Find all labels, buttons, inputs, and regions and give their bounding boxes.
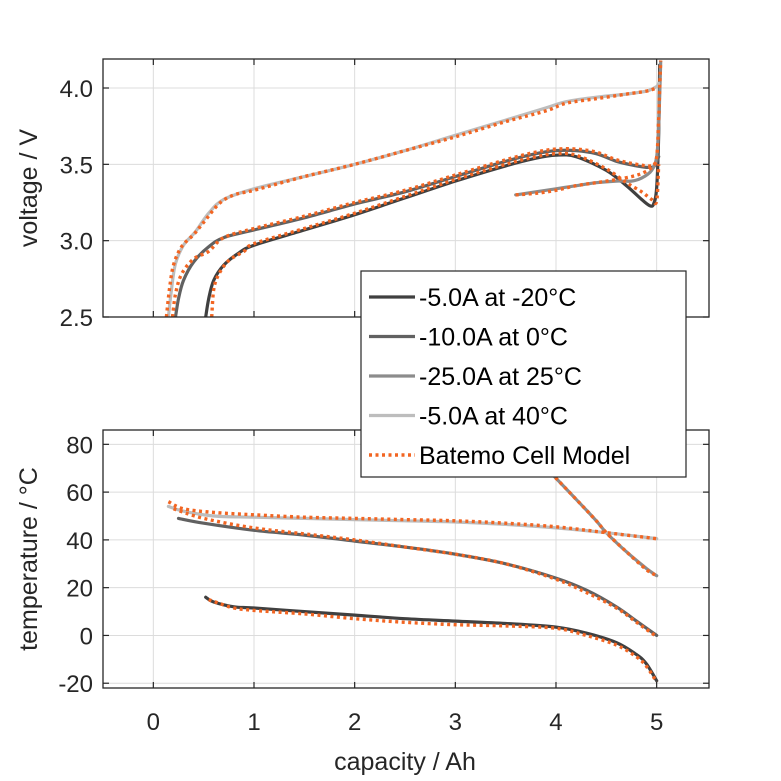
- legend-item-10-0a-at-0degc: -10.0A at 0°C: [369, 324, 568, 352]
- y-tick-label: 80: [66, 432, 93, 459]
- legend-label: Batemo Cell Model: [419, 442, 630, 470]
- temperature-ytick-labels: -20 0 20 40 60 80: [58, 432, 93, 698]
- voltage-series-5-0a-at-40degc: [166, 81, 661, 317]
- y-tick-label: 20: [66, 576, 93, 603]
- y-tick-label: 40: [66, 528, 93, 555]
- legend-label: -10.0A at 0°C: [419, 324, 568, 352]
- y-tick-label: -20: [58, 671, 93, 698]
- y-tick-label: 4.0: [60, 76, 93, 103]
- x-tick-label: 5: [650, 709, 663, 736]
- legend-item-batemo-cell-model: Batemo Cell Model: [369, 442, 630, 470]
- legend-label: -5.0A at -20°C: [419, 284, 576, 312]
- legend-item-25-0a-at-25degc: -25.0A at 25°C: [369, 363, 582, 391]
- voltage-ytick-labels: 2.5 3.0 3.5 4.0: [60, 76, 93, 332]
- legend-label: -25.0A at 25°C: [419, 363, 582, 391]
- temperature-series-5-0a-at-20degc: [204, 595, 659, 683]
- temperature-ticks: [103, 430, 709, 688]
- legend-item-5-0a-at-20degc: -5.0A at -20°C: [369, 284, 576, 312]
- y-tick-label: 3.5: [60, 152, 93, 179]
- x-tick-label: 4: [549, 709, 562, 736]
- x-tick-label: 2: [348, 709, 361, 736]
- temperature-series-5-0a-at-40degc: [166, 504, 659, 541]
- temperature-model-curve-1: [208, 597, 659, 683]
- legend-box: [360, 270, 687, 478]
- y-tick-label: 3.0: [60, 229, 93, 256]
- legend-label: -5.0A at 40°C: [419, 403, 568, 431]
- voltage-model-curve-1: [210, 151, 661, 317]
- voltage-curves: [164, 60, 663, 317]
- temperature-model-curve-2: [172, 507, 658, 639]
- temperature-axes: -20 0 20 40 60 80 0 1 2 3 4 5 temperature / °C cap…: [15, 429, 710, 776]
- voltage-series-5-0a-at-20degc: [204, 63, 662, 317]
- temperature-model-curve-3: [549, 471, 658, 578]
- voltage-plot-area: [164, 60, 663, 317]
- temperature-plot-area: [166, 471, 659, 683]
- capacity-xlabel: capacity / Ah: [334, 748, 476, 776]
- x-tick-label: 0: [147, 709, 160, 736]
- y-tick-label: 2.5: [60, 305, 93, 332]
- voltage-model-curve-3: [515, 60, 663, 197]
- legend-item-5-0a-at-40degc: -5.0A at 40°C: [369, 403, 568, 431]
- voltage-axes: 2.5 3.0 3.5 4.0 voltage / V: [15, 58, 710, 332]
- temperature-curves: [166, 471, 659, 683]
- temperature-xtick-labels: 0 1 2 3 4 5: [147, 709, 664, 736]
- voltage-model-curve-4: [164, 86, 658, 317]
- y-tick-label: 0: [80, 623, 93, 650]
- voltage-model-curve-2: [170, 147, 658, 317]
- x-tick-label: 1: [247, 709, 260, 736]
- voltage-ylabel: voltage / V: [15, 129, 43, 247]
- legend: -5.0A at -20°C -10.0A at 0°C -25.0A at 25°…: [360, 270, 687, 478]
- temperature-ylabel: temperature / °C: [15, 467, 43, 651]
- y-tick-label: 60: [66, 480, 93, 507]
- x-tick-label: 3: [449, 709, 462, 736]
